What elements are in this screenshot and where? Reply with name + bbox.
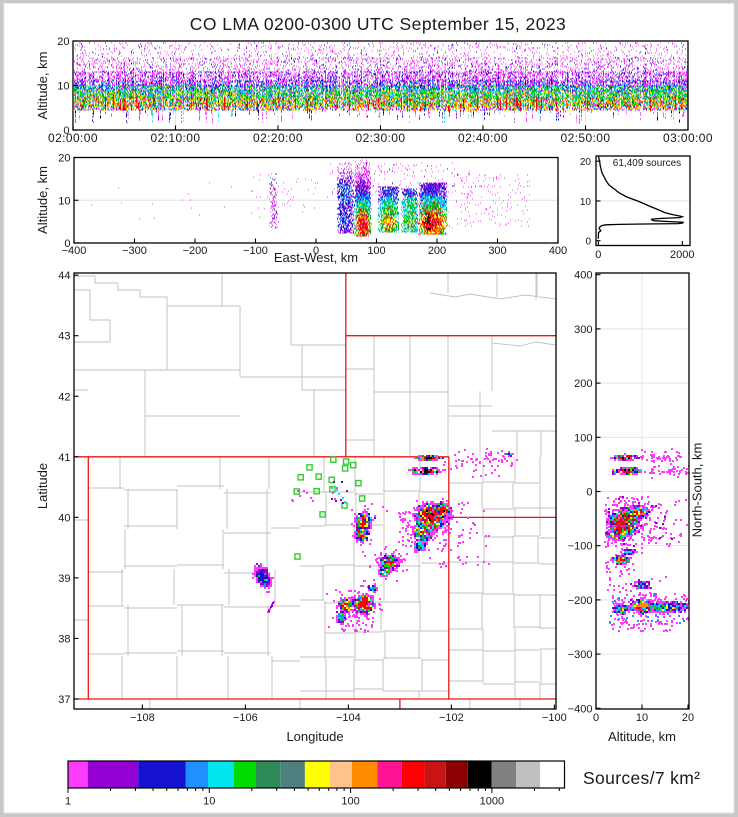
svg-text:02:00:00: 02:00:00 — [48, 131, 98, 145]
svg-text:200: 200 — [428, 245, 446, 257]
svg-text:02:50:00: 02:50:00 — [561, 131, 611, 145]
svg-text:39: 39 — [58, 573, 70, 585]
svg-text:−300: −300 — [122, 245, 147, 257]
svg-text:37: 37 — [58, 694, 70, 706]
svg-text:41: 41 — [58, 452, 70, 464]
svg-text:44: 44 — [58, 270, 70, 282]
svg-text:20: 20 — [682, 712, 694, 724]
svg-text:43: 43 — [58, 331, 70, 343]
svg-text:10: 10 — [58, 195, 70, 207]
svg-text:40: 40 — [58, 512, 70, 524]
svg-text:10: 10 — [636, 712, 648, 724]
svg-text:1: 1 — [65, 796, 71, 808]
svg-text:38: 38 — [58, 633, 70, 645]
svg-text:03:00:00: 03:00:00 — [663, 131, 713, 145]
svg-text:−100: −100 — [243, 245, 268, 257]
svg-text:Altitude, km: Altitude, km — [35, 52, 50, 120]
svg-text:300: 300 — [574, 324, 592, 336]
svg-text:Longitude: Longitude — [286, 729, 343, 744]
svg-text:Altitude, km: Altitude, km — [35, 166, 50, 234]
svg-text:0: 0 — [63, 125, 69, 137]
svg-text:61,409 sources: 61,409 sources — [613, 158, 681, 169]
svg-text:42: 42 — [58, 391, 70, 403]
svg-text:0: 0 — [64, 238, 70, 250]
svg-text:−200: −200 — [183, 245, 208, 257]
svg-text:100: 100 — [367, 245, 385, 257]
svg-text:02:10:00: 02:10:00 — [151, 131, 201, 145]
svg-text:20: 20 — [58, 153, 70, 165]
svg-text:−300: −300 — [568, 649, 593, 661]
svg-text:Latitude: Latitude — [35, 463, 50, 509]
svg-text:10: 10 — [203, 796, 215, 808]
svg-text:100: 100 — [574, 432, 592, 444]
svg-text:0: 0 — [593, 712, 599, 724]
svg-text:100: 100 — [341, 796, 359, 808]
svg-text:2000: 2000 — [670, 249, 694, 261]
svg-text:−400: −400 — [62, 245, 87, 257]
svg-text:20: 20 — [580, 157, 592, 168]
svg-text:CO LMA 0200-0300 UTC September: CO LMA 0200-0300 UTC September 15, 2023 — [190, 14, 567, 34]
svg-text:02:30:00: 02:30:00 — [356, 131, 406, 145]
svg-text:400: 400 — [549, 245, 567, 257]
svg-text:Altitude, km: Altitude, km — [608, 729, 676, 744]
svg-text:−106: −106 — [233, 712, 258, 724]
svg-text:−100: −100 — [542, 712, 567, 724]
svg-text:−108: −108 — [130, 712, 155, 724]
svg-text:Sources/7 km²: Sources/7 km² — [583, 768, 700, 788]
svg-text:−100: −100 — [568, 541, 593, 553]
svg-text:02:40:00: 02:40:00 — [458, 131, 508, 145]
svg-text:0: 0 — [586, 487, 592, 499]
svg-text:−102: −102 — [439, 712, 464, 724]
svg-text:300: 300 — [488, 245, 506, 257]
svg-text:10: 10 — [580, 197, 592, 208]
svg-text:East-West, km: East-West, km — [274, 250, 358, 265]
svg-text:1000: 1000 — [480, 796, 504, 808]
svg-text:0: 0 — [595, 249, 601, 261]
svg-text:200: 200 — [574, 378, 592, 390]
svg-text:0: 0 — [585, 237, 591, 248]
svg-text:0: 0 — [313, 245, 319, 257]
svg-text:North-South, km: North-South, km — [690, 443, 705, 538]
svg-text:400: 400 — [574, 270, 592, 282]
svg-text:02:20:00: 02:20:00 — [253, 131, 303, 145]
svg-text:20: 20 — [57, 36, 69, 48]
svg-text:−104: −104 — [336, 712, 361, 724]
svg-text:−400: −400 — [568, 703, 593, 715]
svg-text:10: 10 — [57, 81, 69, 93]
svg-text:−200: −200 — [568, 595, 593, 607]
